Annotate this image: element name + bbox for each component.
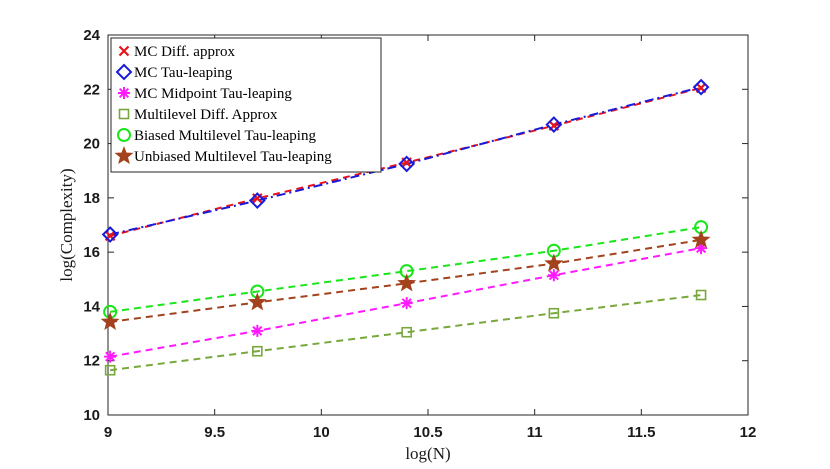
legend-entry: MC Midpoint Tau-leaping	[118, 86, 292, 102]
legend-label: Multilevel Diff. Approx	[134, 107, 278, 123]
y-tick-label: 16	[83, 244, 100, 261]
y-tick-label: 14	[83, 298, 100, 315]
legend-marker	[118, 45, 130, 57]
series-1-point	[398, 155, 416, 173]
x-tick-label: 11	[527, 424, 543, 441]
legend-entry: Multilevel Diff. Approx	[118, 107, 278, 123]
legend-marker	[118, 87, 130, 99]
series-2-point	[547, 269, 560, 282]
legend-label: MC Midpoint Tau-leaping	[134, 86, 292, 102]
series-2-point	[104, 350, 117, 363]
series-5-point	[397, 273, 417, 292]
legend-box	[110, 37, 382, 173]
series-markers	[100, 78, 711, 376]
x-tick-label: 10.5	[413, 424, 442, 441]
series-3-point	[252, 345, 263, 357]
y-tick-label: 20	[83, 136, 100, 153]
series-5-point	[100, 311, 120, 330]
x-axis-title: log(N)	[405, 444, 450, 463]
series-5-point	[247, 292, 267, 311]
series-3-point	[104, 364, 116, 376]
series-2-point	[695, 242, 708, 255]
x-tick-label: 10	[313, 424, 330, 441]
x-tick-label: 9.5	[204, 424, 225, 441]
series-1-point	[692, 78, 710, 96]
series-line-4	[109, 226, 702, 313]
y-tick-label: 10	[83, 407, 100, 424]
legend-entry: Biased Multilevel Tau-leaping	[117, 128, 316, 144]
axis-ticks: 9 9.5 10 10.5 11 11.5 12 10 12 14 16 18 20 22 24	[83, 27, 756, 441]
series-line-5	[109, 238, 702, 323]
series-3-point	[401, 326, 412, 338]
legend: MC Diff. approx MC Tau-leaping MC Midpoint…	[110, 37, 382, 173]
x-tick-label: 11.5	[627, 424, 655, 441]
legend-label: MC Diff. approx	[134, 44, 235, 60]
legend-entry: MC Diff. approx	[118, 44, 235, 60]
series-2-point	[251, 324, 264, 337]
series-5-point	[691, 229, 711, 248]
legend-label: Unbiased Multilevel Tau-leaping	[134, 149, 332, 165]
y-tick-label: 12	[83, 353, 100, 370]
legend-marker	[118, 108, 130, 120]
series-2-point	[400, 297, 413, 310]
y-tick-label: 18	[83, 190, 100, 207]
series-1-point	[101, 226, 119, 243]
series-1-point	[545, 116, 563, 133]
series-1-point	[248, 192, 266, 209]
y-axis-title: log(Complexity)	[57, 168, 76, 281]
series-5-point	[544, 253, 564, 272]
legend-marker	[115, 63, 133, 81]
legend-label: MC Tau-leaping	[134, 65, 233, 81]
series-3-point	[548, 307, 560, 319]
x-tick-label: 12	[740, 424, 757, 441]
series-line-3	[110, 294, 702, 372]
legend-entry: MC Tau-leaping	[115, 63, 233, 81]
legend-entry: Unbiased Multilevel Tau-leaping	[114, 146, 332, 165]
y-tick-label: 24	[83, 27, 100, 44]
legend-label: Biased Multilevel Tau-leaping	[134, 128, 316, 144]
series-3-point	[695, 289, 707, 301]
legend-marker	[117, 128, 131, 142]
legend-marker	[114, 146, 134, 165]
x-tick-label: 9	[104, 424, 112, 441]
y-tick-label: 22	[83, 81, 100, 98]
